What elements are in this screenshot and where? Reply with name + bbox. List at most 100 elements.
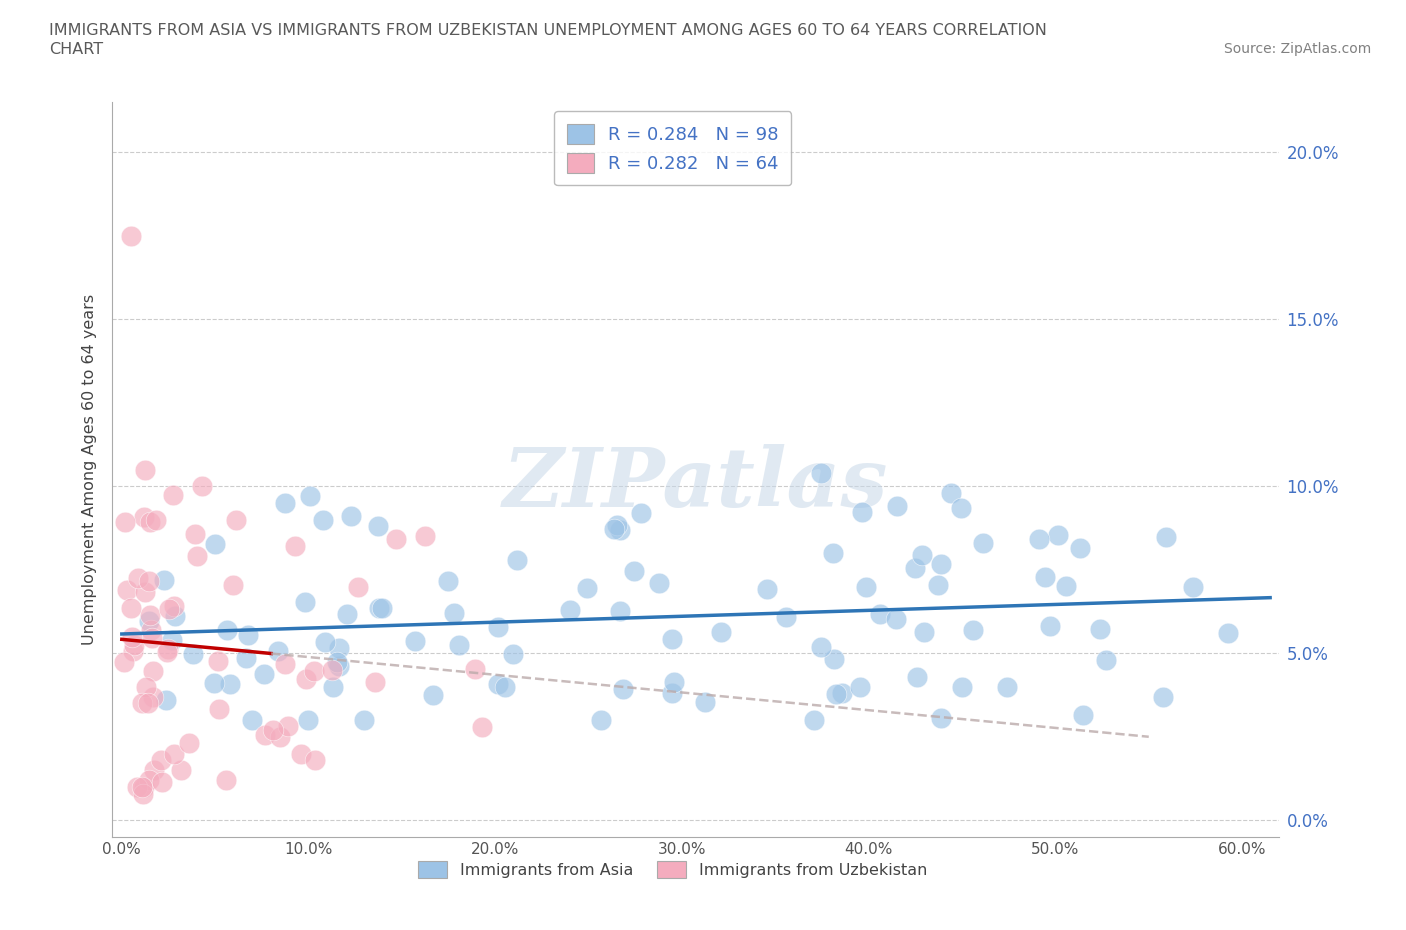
Point bbox=[404, 633, 426, 648]
Point bbox=[486, 677, 509, 692]
Point bbox=[135, 679, 157, 694]
Point bbox=[437, 574, 460, 589]
Legend: Immigrants from Asia, Immigrants from Uzbekistan: Immigrants from Asia, Immigrants from Uz… bbox=[412, 855, 934, 884]
Point bbox=[502, 647, 524, 662]
Point bbox=[823, 546, 845, 561]
Point bbox=[1152, 689, 1174, 704]
Point bbox=[267, 644, 290, 658]
Point bbox=[560, 602, 582, 617]
Point bbox=[314, 634, 336, 649]
Point bbox=[995, 679, 1018, 694]
Point bbox=[1073, 708, 1095, 723]
Point bbox=[294, 594, 316, 609]
Point bbox=[939, 485, 962, 500]
Point bbox=[122, 637, 145, 652]
Point bbox=[606, 518, 628, 533]
Point bbox=[225, 512, 247, 527]
Point bbox=[294, 671, 316, 686]
Point bbox=[1054, 578, 1077, 593]
Point bbox=[138, 773, 160, 788]
Point bbox=[274, 496, 297, 511]
Point bbox=[1033, 570, 1056, 585]
Point bbox=[413, 528, 436, 543]
Point bbox=[384, 531, 406, 546]
Point bbox=[494, 679, 516, 694]
Point bbox=[322, 679, 344, 694]
Point bbox=[139, 514, 162, 529]
Point bbox=[297, 712, 319, 727]
Point bbox=[153, 572, 176, 587]
Point bbox=[131, 696, 153, 711]
Point bbox=[914, 624, 936, 639]
Point bbox=[609, 604, 631, 618]
Point bbox=[163, 599, 186, 614]
Point bbox=[662, 674, 685, 689]
Point bbox=[114, 514, 136, 529]
Point bbox=[253, 727, 276, 742]
Point bbox=[1069, 540, 1091, 555]
Point bbox=[170, 763, 193, 777]
Point bbox=[131, 779, 153, 794]
Point bbox=[929, 557, 952, 572]
Point bbox=[125, 779, 148, 794]
Point bbox=[149, 752, 172, 767]
Point bbox=[269, 729, 291, 744]
Point bbox=[464, 662, 486, 677]
Point bbox=[603, 522, 626, 537]
Point bbox=[576, 581, 599, 596]
Point bbox=[298, 489, 321, 504]
Point bbox=[134, 585, 156, 600]
Point bbox=[471, 720, 494, 735]
Point bbox=[1028, 531, 1050, 546]
Point bbox=[120, 600, 142, 615]
Point bbox=[347, 579, 370, 594]
Point bbox=[869, 607, 891, 622]
Point bbox=[367, 601, 389, 616]
Point bbox=[693, 695, 716, 710]
Point bbox=[1182, 579, 1205, 594]
Point bbox=[132, 510, 155, 525]
Point bbox=[163, 608, 186, 623]
Point bbox=[371, 601, 394, 616]
Point bbox=[328, 659, 350, 674]
Point bbox=[486, 620, 509, 635]
Point bbox=[141, 631, 163, 645]
Point bbox=[284, 539, 307, 554]
Point bbox=[215, 773, 238, 788]
Point bbox=[589, 712, 612, 727]
Point bbox=[274, 657, 297, 671]
Point bbox=[1090, 621, 1112, 636]
Point bbox=[709, 624, 731, 639]
Point bbox=[156, 642, 179, 657]
Point bbox=[661, 631, 683, 646]
Point bbox=[112, 655, 135, 670]
Point bbox=[132, 786, 155, 801]
Point bbox=[145, 512, 167, 527]
Point bbox=[186, 548, 208, 563]
Point bbox=[142, 763, 165, 777]
Text: Source: ZipAtlas.com: Source: ZipAtlas.com bbox=[1223, 42, 1371, 56]
Point bbox=[1039, 618, 1062, 633]
Point bbox=[262, 723, 284, 737]
Point bbox=[825, 686, 848, 701]
Point bbox=[142, 663, 165, 678]
Point bbox=[630, 506, 652, 521]
Point bbox=[238, 628, 260, 643]
Point bbox=[155, 693, 177, 708]
Point bbox=[904, 560, 927, 575]
Point bbox=[339, 509, 361, 524]
Point bbox=[950, 680, 973, 695]
Point bbox=[141, 623, 163, 638]
Point bbox=[661, 686, 683, 701]
Point bbox=[905, 670, 928, 684]
Point bbox=[207, 654, 229, 669]
Point bbox=[304, 664, 326, 679]
Point bbox=[328, 641, 350, 656]
Point bbox=[219, 676, 242, 691]
Point bbox=[1047, 527, 1070, 542]
Point bbox=[851, 504, 873, 519]
Point bbox=[972, 536, 994, 551]
Point bbox=[122, 644, 145, 658]
Point bbox=[115, 583, 138, 598]
Point bbox=[612, 682, 634, 697]
